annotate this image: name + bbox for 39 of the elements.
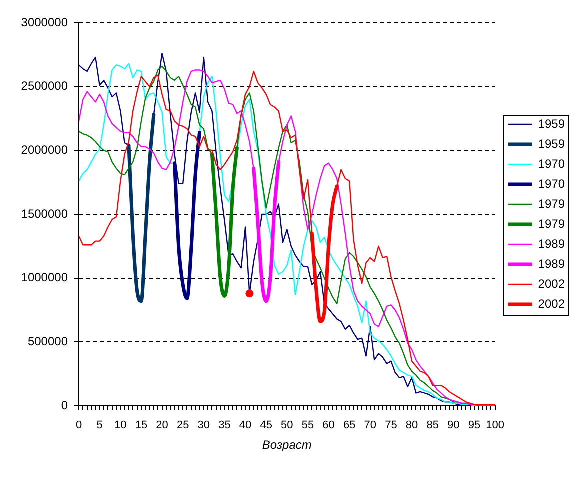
y-tick-label: 2000000 <box>21 142 68 157</box>
x-tick-label: 40 <box>239 420 252 432</box>
x-tick-label: 55 <box>302 420 314 432</box>
x-tick-label: 60 <box>322 420 335 432</box>
x-tick-label: 5 <box>96 420 103 432</box>
x-tick-label: 20 <box>156 420 168 432</box>
y-tick-label: 2500000 <box>21 79 68 94</box>
x-tick-label: 65 <box>343 420 356 432</box>
y-tick-label: 3000000 <box>21 15 68 30</box>
x-tick-label: 10 <box>114 420 127 432</box>
x-tick-label: 0 <box>76 420 82 432</box>
x-tick-label: 75 <box>385 420 398 432</box>
legend-label: 1970 <box>538 176 566 191</box>
y-tick-label: 1500000 <box>21 206 68 221</box>
y-tick-label: 0 <box>61 398 68 412</box>
legend-label: 1970 <box>538 156 566 171</box>
x-tick-label: 25 <box>176 420 190 432</box>
x-tick-label: 45 <box>260 420 272 432</box>
y-tick-label: 500000 <box>28 334 68 348</box>
x-axis-title: Возраст <box>262 438 312 452</box>
x-tick-label: 50 <box>281 420 294 432</box>
x-tick-label: 85 <box>426 420 439 432</box>
legend-label: 1979 <box>538 216 566 231</box>
x-tick-label: 100 <box>486 420 504 432</box>
x-tick-label: 90 <box>448 420 460 432</box>
legend-label: 2002 <box>538 276 566 291</box>
legend-label: 1989 <box>538 256 566 271</box>
x-tick-label: 35 <box>218 420 231 432</box>
x-tick-label: 70 <box>364 420 377 432</box>
x-tick-label: 30 <box>198 420 210 432</box>
legend-label: 1979 <box>538 196 566 211</box>
legend-label: 1959 <box>538 116 566 131</box>
x-tick-label: 80 <box>406 420 418 432</box>
x-tick-label: 95 <box>468 420 481 432</box>
legend-label: 1959 <box>538 136 566 151</box>
x-tick-label: 15 <box>135 420 148 432</box>
y-tick-label: 1000000 <box>21 270 68 285</box>
legend-label: 2002 <box>538 296 566 311</box>
legend-label: 1989 <box>538 236 566 251</box>
